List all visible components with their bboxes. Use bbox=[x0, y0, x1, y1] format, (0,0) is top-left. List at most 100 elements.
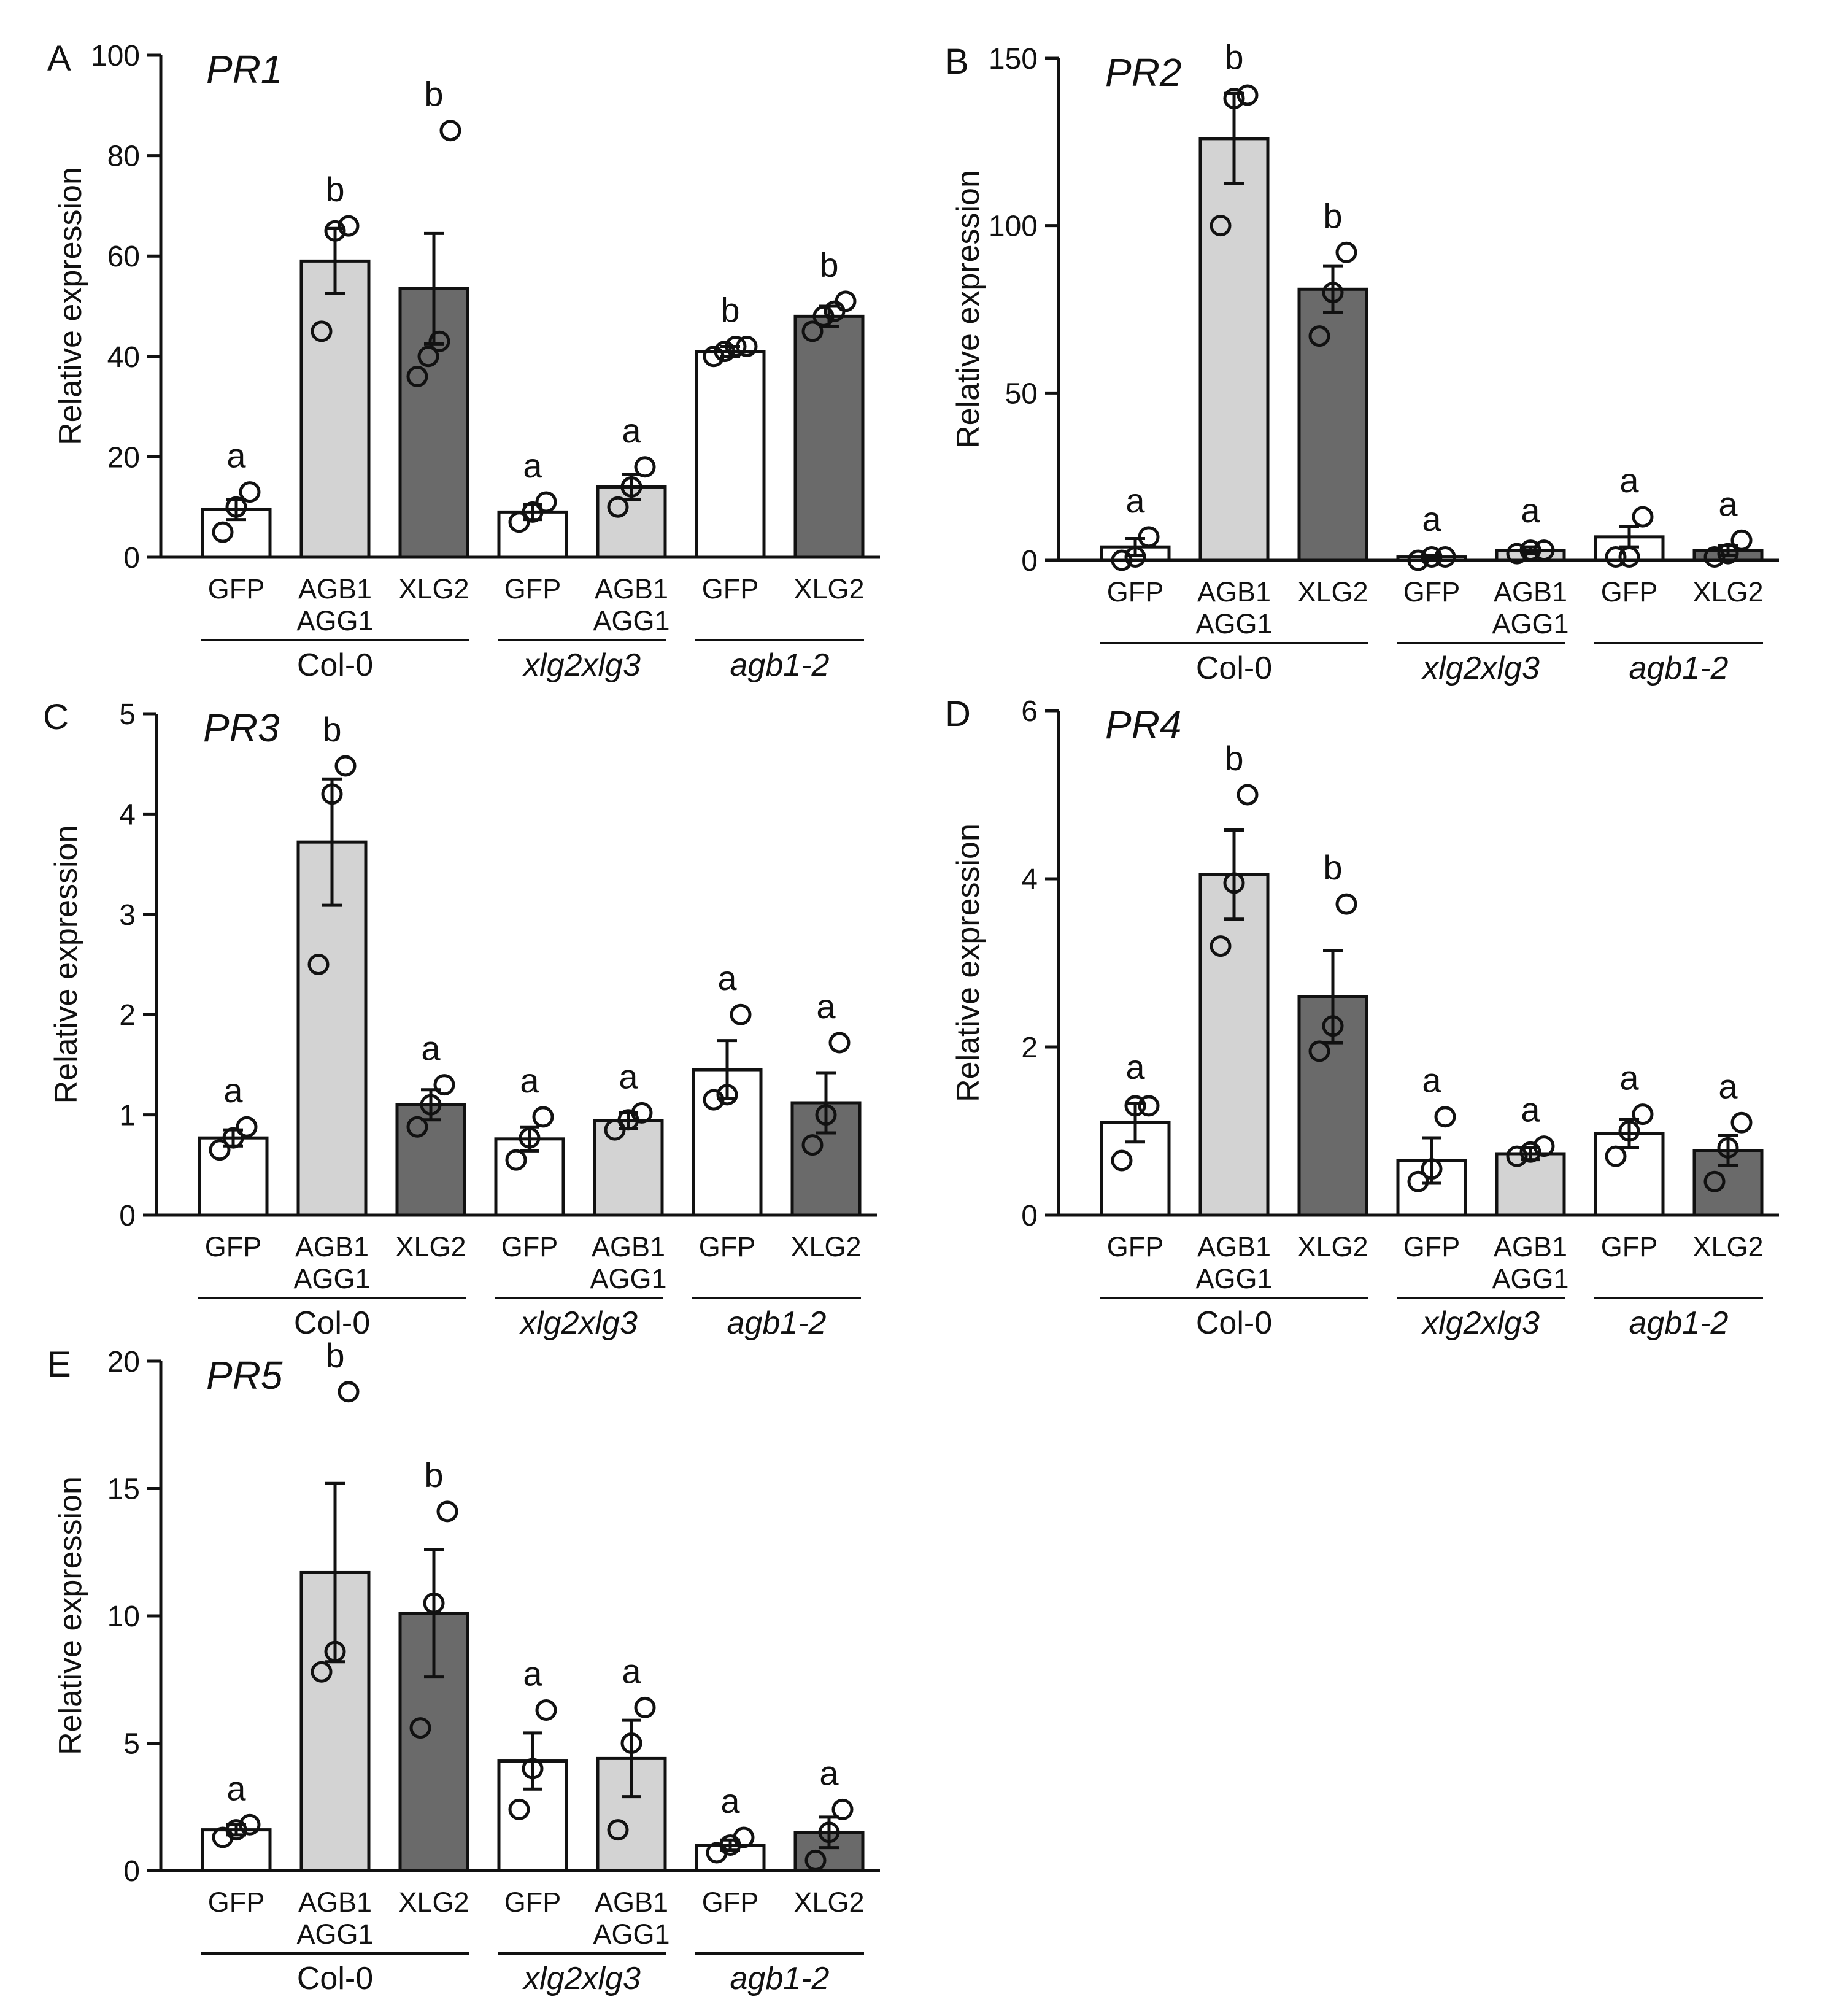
data-point bbox=[634, 1696, 656, 1718]
x-category-label: XLG2 bbox=[1692, 576, 1763, 608]
significance-letter: a bbox=[1521, 1091, 1540, 1129]
data-point bbox=[733, 1826, 755, 1848]
data-point bbox=[714, 341, 736, 363]
y-tick-label: 4 bbox=[119, 798, 136, 831]
x-category-label: AGB1 bbox=[595, 1887, 668, 1918]
data-point bbox=[831, 1798, 854, 1820]
panel-letter: C bbox=[43, 697, 69, 737]
data-point bbox=[1335, 893, 1357, 915]
x-category-label: GFP bbox=[1601, 1231, 1658, 1262]
x-category-label: AGB1 bbox=[298, 1887, 372, 1918]
data-point bbox=[508, 511, 530, 533]
data-point bbox=[428, 330, 450, 352]
significance-letter: a bbox=[520, 1061, 539, 1100]
y-tick-label: 60 bbox=[107, 241, 140, 273]
significance-letter: a bbox=[1521, 491, 1540, 530]
group-label: agb1-2 bbox=[1629, 1305, 1729, 1341]
data-point bbox=[239, 481, 261, 503]
data-point bbox=[535, 1699, 557, 1721]
x-category-label: GFP bbox=[504, 573, 561, 604]
data-point bbox=[324, 1640, 346, 1663]
significance-letter: b bbox=[1323, 196, 1342, 235]
data-point bbox=[703, 346, 725, 368]
data-point bbox=[535, 491, 557, 513]
significance-letter: a bbox=[1619, 461, 1639, 500]
y-axis-label: Relative expression bbox=[951, 170, 986, 449]
data-point bbox=[522, 1758, 544, 1780]
x-category-label: GFP bbox=[208, 573, 265, 604]
data-point bbox=[406, 366, 428, 388]
data-point bbox=[730, 1003, 752, 1025]
data-point bbox=[1434, 1106, 1456, 1128]
data-point bbox=[620, 476, 642, 498]
panel-letter: D bbox=[945, 694, 971, 734]
x-category-label: AGG1 bbox=[1492, 608, 1568, 639]
data-point bbox=[505, 1149, 527, 1171]
data-point bbox=[239, 1813, 261, 1836]
x-category-label: GFP bbox=[1601, 576, 1658, 608]
significance-letter: a bbox=[1125, 1048, 1145, 1086]
data-point bbox=[236, 1116, 258, 1138]
data-point bbox=[1730, 529, 1753, 551]
x-category-label: XLG2 bbox=[395, 1231, 466, 1262]
panel-letter: E bbox=[47, 1345, 71, 1385]
x-category-label: GFP bbox=[1403, 576, 1460, 608]
group-label: xlg2xlg3 bbox=[1421, 651, 1540, 686]
data-point bbox=[212, 521, 234, 543]
significance-letter: b bbox=[720, 290, 739, 329]
data-point bbox=[1717, 543, 1739, 565]
significance-letter: a bbox=[1125, 481, 1145, 520]
group-label: xlg2xlg3 bbox=[522, 647, 641, 683]
x-category-label: XLG2 bbox=[1297, 1231, 1368, 1262]
group-label: xlg2xlg3 bbox=[1421, 1305, 1540, 1341]
x-category-label: GFP bbox=[205, 1231, 262, 1262]
y-tick-label: 0 bbox=[123, 1855, 140, 1888]
x-category-label: AGG1 bbox=[296, 605, 373, 636]
significance-letter: a bbox=[223, 1071, 243, 1110]
x-category-label: GFP bbox=[504, 1887, 561, 1918]
data-point bbox=[1717, 1137, 1739, 1159]
x-category-label: GFP bbox=[1107, 576, 1164, 608]
data-point bbox=[1632, 1103, 1654, 1126]
x-category-label: GFP bbox=[702, 573, 759, 604]
data-point bbox=[1533, 539, 1555, 562]
y-tick-label: 5 bbox=[123, 1728, 140, 1761]
data-point bbox=[433, 1074, 455, 1096]
y-axis-label: Relative expression bbox=[53, 1477, 88, 1755]
significance-letter: b bbox=[819, 245, 838, 284]
data-point bbox=[804, 1849, 827, 1871]
data-point bbox=[607, 496, 629, 518]
significance-letter: a bbox=[1718, 1067, 1738, 1105]
gene-title: PR2 bbox=[1105, 50, 1182, 95]
y-tick-label: 1 bbox=[119, 1100, 136, 1132]
data-point bbox=[1703, 546, 1726, 568]
y-tick-label: 4 bbox=[1021, 863, 1038, 896]
bar bbox=[793, 314, 865, 559]
bar bbox=[695, 350, 766, 559]
x-category-label: GFP bbox=[702, 1887, 759, 1918]
gene-title: PR3 bbox=[203, 706, 280, 750]
x-category-label: AGG1 bbox=[593, 605, 669, 636]
data-point bbox=[334, 755, 357, 777]
data-point bbox=[423, 1592, 445, 1614]
data-point bbox=[1407, 549, 1429, 571]
data-point bbox=[311, 320, 333, 342]
x-category-label: XLG2 bbox=[793, 573, 864, 604]
x-category-label: AGB1 bbox=[295, 1231, 369, 1262]
y-tick-label: 0 bbox=[1021, 1200, 1038, 1232]
bar bbox=[1495, 1152, 1566, 1217]
data-point bbox=[436, 1500, 458, 1523]
significance-letter: a bbox=[226, 1769, 246, 1807]
y-tick-label: 0 bbox=[119, 1200, 136, 1232]
data-point bbox=[307, 954, 330, 975]
data-point bbox=[828, 1032, 851, 1054]
data-point bbox=[1434, 546, 1456, 568]
data-point bbox=[420, 1094, 442, 1116]
data-point bbox=[532, 1106, 554, 1128]
data-point bbox=[607, 1819, 629, 1841]
x-category-label: AGB1 bbox=[1494, 1231, 1567, 1262]
data-point bbox=[1237, 784, 1259, 806]
panel-e: E PR5 0 5 10 15 20 Relative expression a b b a a a a GF… bbox=[47, 1336, 880, 1996]
data-point bbox=[324, 220, 346, 242]
data-point bbox=[222, 1127, 244, 1149]
